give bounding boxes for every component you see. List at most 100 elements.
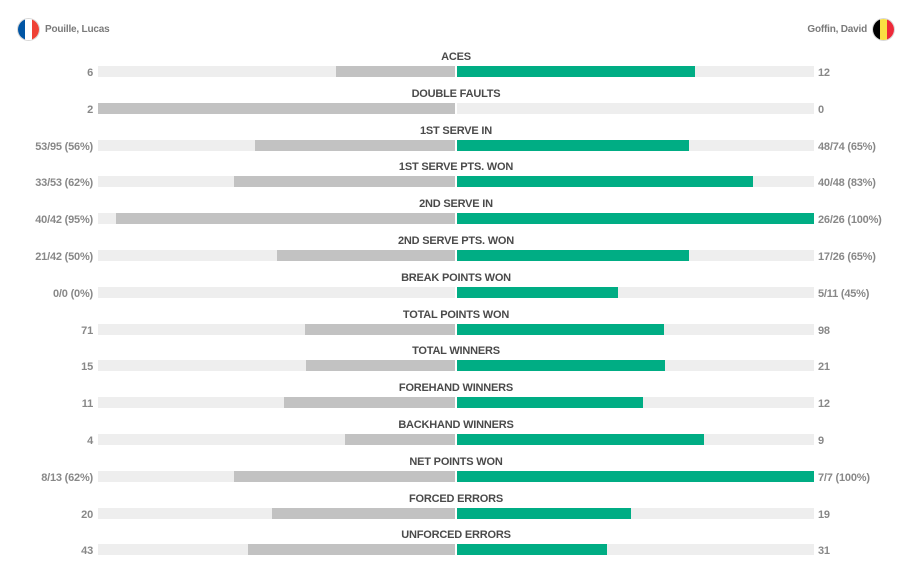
- left-value: 0/0 (0%): [53, 287, 93, 300]
- right-bar-track: [457, 507, 814, 519]
- stat-label: 2ND SERVE IN: [419, 198, 493, 211]
- left-value: 71: [81, 324, 93, 337]
- right-bar-track: [457, 250, 814, 261]
- stat-row: 1ST SERVE PTS. WON 33/53 (62%) 40/48 (83%): [0, 160, 916, 194]
- right-bar-track: [457, 323, 814, 335]
- left-bar: [345, 434, 455, 445]
- left-bar: [305, 323, 455, 335]
- stat-row: 1ST SERVE IN 53/95 (56%) 48/74 (65%): [0, 124, 916, 158]
- right-bar-track: [457, 544, 814, 556]
- stat-label: 2ND SERVE PTS. WON: [398, 235, 514, 247]
- right-bar: [457, 544, 607, 556]
- left-bar-track: [98, 139, 455, 151]
- right-bar-track: [457, 470, 814, 482]
- left-bar: [336, 66, 455, 77]
- stat-row: ACES 6 12: [0, 50, 916, 84]
- right-bar-track: [457, 434, 814, 445]
- stat-label: FORCED ERRORS: [409, 492, 503, 505]
- stat-row: TOTAL POINTS WON 71 98: [0, 308, 916, 342]
- flag-stripe: [880, 19, 887, 40]
- left-value: 20: [81, 508, 93, 521]
- right-bar: [457, 250, 690, 261]
- left-bar-track: [98, 102, 455, 114]
- left-bar: [306, 360, 455, 372]
- flag-stripe: [32, 19, 39, 40]
- right-bar: [457, 470, 814, 482]
- left-value: 11: [81, 398, 93, 411]
- right-bar-track: [457, 139, 814, 151]
- right-value: 19: [818, 508, 830, 521]
- player-right-name: Goffin, David: [807, 24, 867, 35]
- right-bar: [457, 397, 644, 409]
- left-value: 6: [87, 67, 93, 79]
- left-bar-track: [98, 286, 455, 298]
- right-value: 9: [818, 435, 824, 447]
- right-value: 17/26 (65%): [818, 251, 876, 263]
- right-value: 31: [818, 545, 830, 558]
- stat-row: TOTAL WINNERS 15 21: [0, 344, 916, 378]
- right-bar-track: [457, 286, 814, 298]
- left-bar: [98, 102, 455, 114]
- stat-label: FOREHAND WINNERS: [398, 382, 514, 395]
- stat-row: BREAK POINTS WON 0/0 (0%) 5/11 (45%): [0, 271, 916, 305]
- right-bar-track: [457, 66, 814, 77]
- right-bar: [457, 507, 631, 519]
- left-bar: [233, 176, 455, 188]
- stat-label: ACES: [441, 51, 471, 63]
- left-bar-track: [98, 213, 455, 225]
- left-value: 40/42 (95%): [35, 214, 93, 227]
- left-value: 15: [81, 361, 93, 374]
- right-value: 26/26 (100%): [818, 214, 882, 227]
- left-bar-track: [98, 544, 455, 556]
- stat-label: DOUBLE FAULTS: [411, 87, 501, 100]
- left-bar: [247, 544, 455, 556]
- left-value: 33/53 (62%): [35, 177, 93, 190]
- left-bar-track: [98, 434, 455, 445]
- right-bar: [457, 66, 696, 77]
- flag-stripe: [873, 19, 880, 40]
- stat-row: FOREHAND WINNERS 11 12: [0, 381, 916, 415]
- right-bar: [457, 323, 665, 335]
- stat-label: 1ST SERVE IN: [420, 124, 492, 137]
- player-right: Goffin, David: [807, 19, 894, 40]
- france-flag-icon: [18, 19, 39, 40]
- right-value: 12: [818, 67, 830, 79]
- left-bar-track: [98, 470, 455, 482]
- right-value: 98: [818, 324, 830, 337]
- stat-label: BACKHAND WINNERS: [398, 419, 514, 431]
- player-left-name: Pouille, Lucas: [45, 24, 110, 35]
- left-bar-track: [98, 66, 455, 77]
- stat-label: TOTAL POINTS WON: [402, 308, 510, 321]
- left-bar: [233, 470, 455, 482]
- left-bar-track: [98, 507, 455, 519]
- right-bar-track: [457, 213, 814, 225]
- left-value: 21/42 (50%): [35, 251, 93, 263]
- left-value: 4: [87, 435, 93, 447]
- flag-stripe: [18, 19, 25, 40]
- stat-label: BREAK POINTS WON: [401, 271, 511, 284]
- left-bar-track: [98, 250, 455, 261]
- stat-row: DOUBLE FAULTS 2 0: [0, 87, 916, 121]
- left-bar-track: [98, 176, 455, 188]
- stat-row: BACKHAND WINNERS 4 9: [0, 418, 916, 452]
- left-bar-track: [98, 323, 455, 335]
- right-bar: [457, 213, 814, 225]
- belgium-flag-icon: [873, 19, 894, 40]
- stat-row: 2ND SERVE PTS. WON 21/42 (50%) 17/26 (65%): [0, 234, 916, 268]
- stat-row: 2ND SERVE IN 40/42 (95%) 26/26 (100%): [0, 197, 916, 231]
- right-bar-track: [457, 102, 814, 114]
- stat-label: 1ST SERVE PTS. WON: [398, 161, 514, 174]
- stat-row: NET POINTS WON 8/13 (62%) 7/7 (100%): [0, 455, 916, 489]
- left-bar: [276, 250, 455, 261]
- right-bar: [457, 360, 666, 372]
- left-bar: [115, 213, 455, 225]
- right-bar: [457, 176, 754, 188]
- right-bar-track: [457, 360, 814, 372]
- right-bar-track: [457, 397, 814, 409]
- stat-label: NET POINTS WON: [409, 455, 503, 468]
- left-value: 2: [87, 103, 93, 116]
- right-value: 21: [818, 361, 830, 374]
- right-value: 7/7 (100%): [818, 471, 870, 484]
- flag-stripe: [25, 19, 32, 40]
- right-bar: [457, 139, 690, 151]
